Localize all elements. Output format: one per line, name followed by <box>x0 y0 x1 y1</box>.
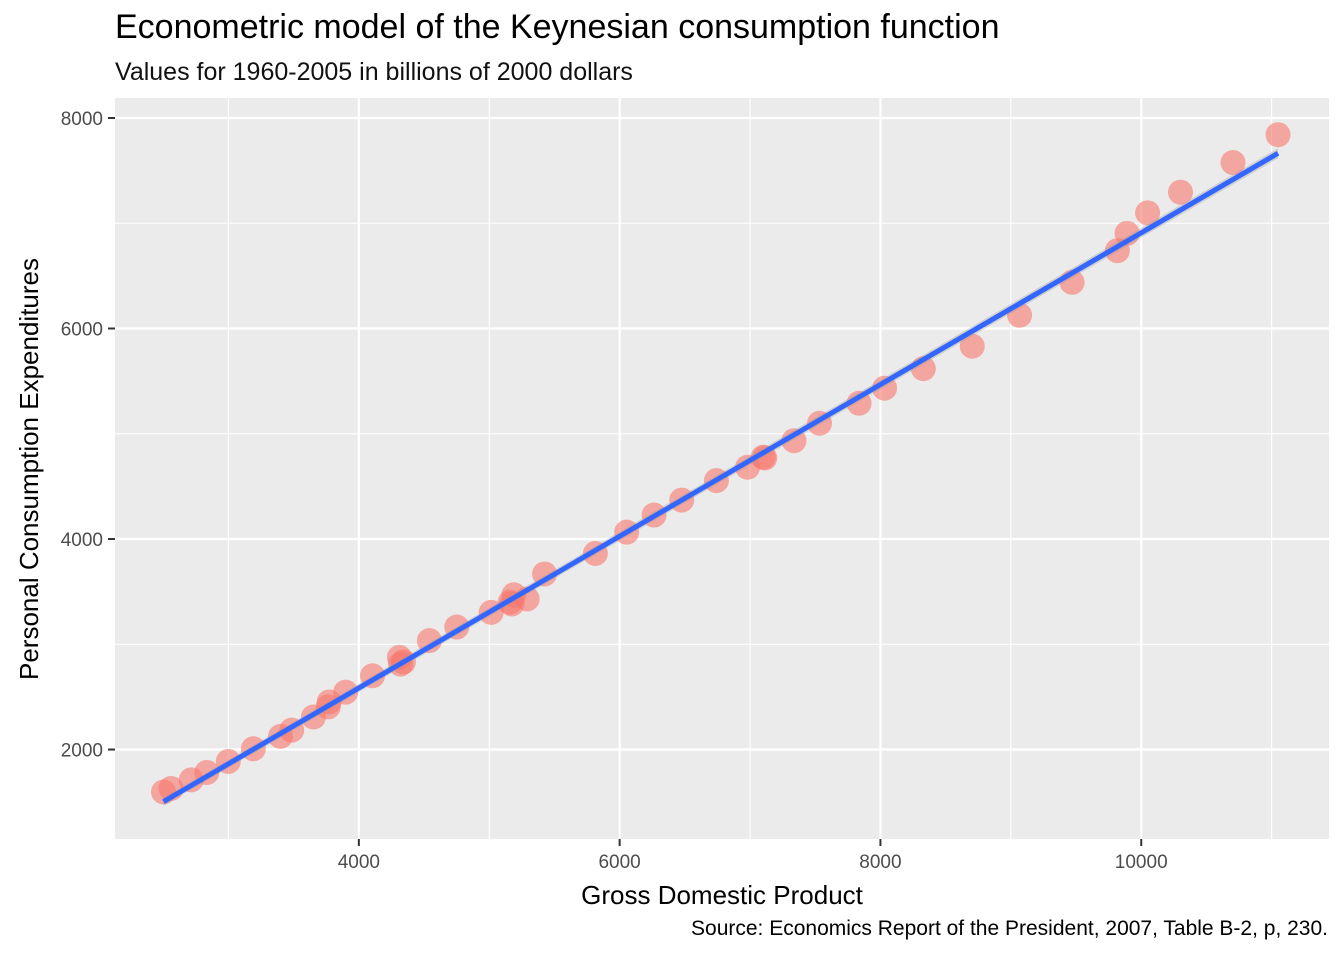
y-axis-title: Personal Consumption Expenditures <box>14 258 44 680</box>
regression-line-group <box>162 148 1280 806</box>
data-point <box>781 428 807 454</box>
regression-line <box>162 151 1280 804</box>
x-tick-label: 8000 <box>859 852 901 873</box>
data-point <box>1167 179 1193 205</box>
x-tick-label: 10000 <box>1115 852 1168 873</box>
data-point <box>1265 122 1291 148</box>
y-tick-label: 4000 <box>61 530 103 551</box>
chart-subtitle: Values for 1960-2005 in billions of 2000… <box>115 58 633 86</box>
chart-caption: Source: Economics Report of the Presiden… <box>691 917 1328 940</box>
data-point <box>846 390 872 416</box>
x-tick-label: 4000 <box>338 852 380 873</box>
data-point <box>1135 200 1161 226</box>
x-tick-label: 6000 <box>598 852 640 873</box>
data-point <box>1220 150 1246 176</box>
y-tick-label: 6000 <box>61 320 103 341</box>
chart-title: Econometric model of the Keynesian consu… <box>115 8 1000 46</box>
data-point <box>416 628 442 654</box>
data-point <box>532 561 558 587</box>
data-point <box>872 375 898 401</box>
y-tick-label: 8000 <box>61 109 103 130</box>
minor-gridlines <box>115 98 1329 839</box>
data-point <box>959 333 985 359</box>
axes: 4000 6000 8000 10000 2000 4000 6000 8000 <box>61 109 1168 873</box>
x-axis-title: Gross Domestic Product <box>581 880 864 910</box>
y-tick-label: 2000 <box>61 741 103 762</box>
